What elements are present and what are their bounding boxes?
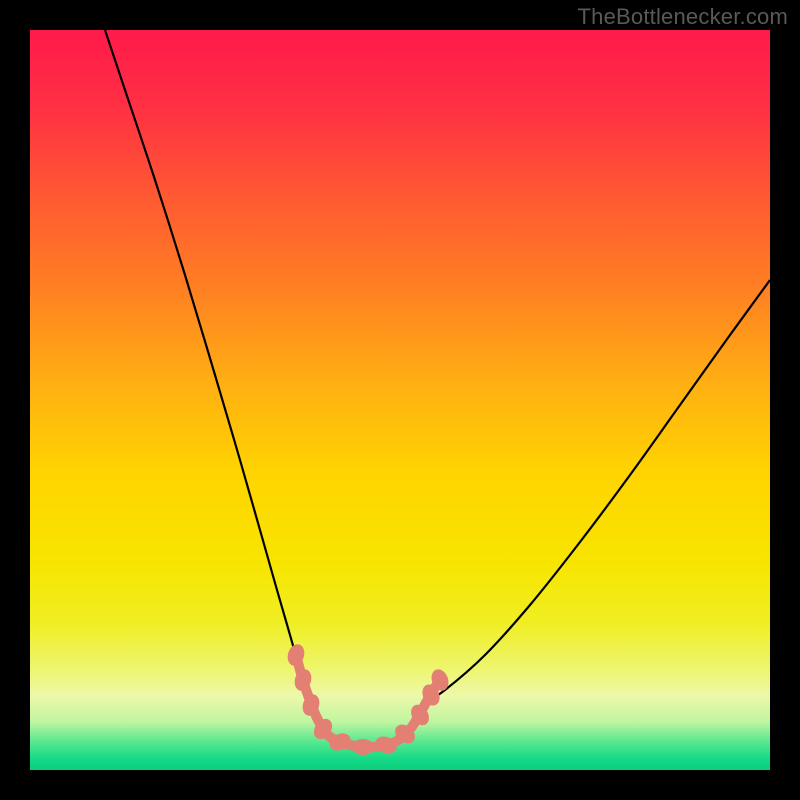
plot-area xyxy=(30,30,770,770)
bead xyxy=(352,739,374,755)
chart-frame: TheBottlenecker.com xyxy=(0,0,800,800)
chart-svg xyxy=(0,0,800,800)
watermark-text: TheBottlenecker.com xyxy=(578,4,788,30)
